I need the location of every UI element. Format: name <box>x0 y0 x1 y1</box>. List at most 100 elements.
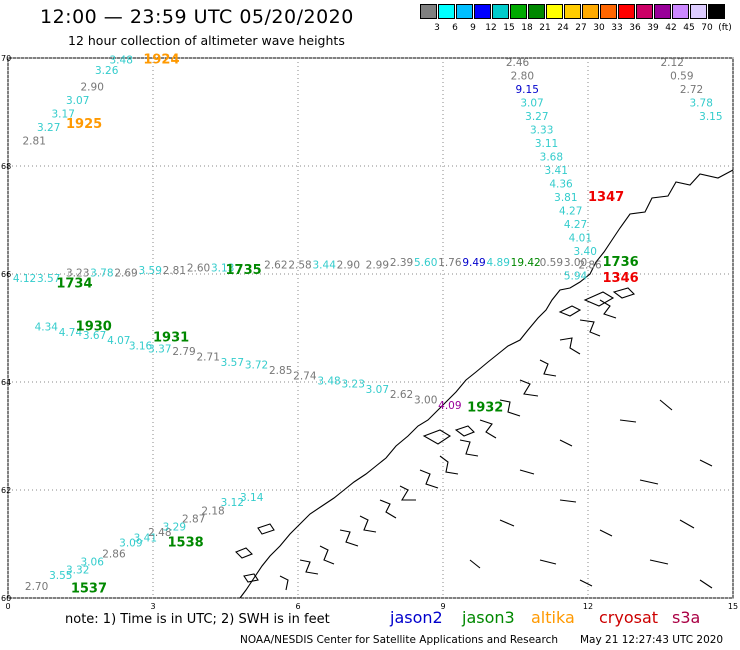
wave-height-value: 3.00 <box>564 257 587 269</box>
legend-swatch <box>582 4 599 19</box>
satellite-name-altika: altika <box>531 608 575 627</box>
wave-height-value: 3.15 <box>699 111 722 123</box>
legend-label: 39 <box>647 23 659 33</box>
legend-label: 27 <box>575 23 587 33</box>
satellite-name-s3a: s3a <box>672 608 701 627</box>
wave-height-value: 2.80 <box>511 71 534 83</box>
pass-time-label: 1736 <box>603 255 639 270</box>
legend-swatch <box>528 4 545 19</box>
norway-coastline <box>235 169 734 599</box>
wave-height-value: 3.59 <box>139 265 162 277</box>
footer-credit: NOAA/NESDIS Center for Satellite Applica… <box>240 634 558 646</box>
wave-height-value: 9.15 <box>516 84 539 96</box>
wave-height-value: 3.40 <box>574 246 597 258</box>
pass-time-label: 1735 <box>226 263 262 278</box>
wave-height-value: 3.27 <box>525 111 548 123</box>
wave-height-value: 0.59 <box>670 71 693 83</box>
legend-label: 24 <box>557 23 569 33</box>
wave-height-value: 3.07 <box>520 98 543 110</box>
wave-height-value: 3.78 <box>90 268 113 280</box>
x-tick-label: 15 <box>728 602 738 611</box>
wave-height-value: 3.17 <box>52 108 75 120</box>
wave-height-value: 3.07 <box>366 384 389 396</box>
wave-height-value: 3.37 <box>148 343 171 355</box>
wave-height-value: 2.71 <box>197 351 220 363</box>
wave-height-value: 4.27 <box>559 206 582 218</box>
observations: 3.483.262.903.073.173.272.81192419252.46… <box>13 52 723 596</box>
wave-height-value: 2.74 <box>293 370 317 382</box>
wave-height-value: 2.18 <box>201 505 224 517</box>
coastline-main <box>239 169 734 599</box>
wave-height-value: 4.89 <box>487 257 510 269</box>
wave-height-value: 2.86 <box>102 549 126 561</box>
wave-height-value: 3.33 <box>530 125 553 137</box>
legend-swatch <box>438 4 455 19</box>
page-subtitle: 12 hour collection of altimeter wave hei… <box>68 33 345 48</box>
wave-height-value: 2.87 <box>182 513 205 525</box>
pass-time-label: 1925 <box>66 117 102 132</box>
wave-height-value: 2.62 <box>264 260 287 272</box>
pass-time-label: 1931 <box>153 331 189 346</box>
legend-label: 36 <box>629 23 641 33</box>
wave-height-value: 3.41 <box>134 532 157 544</box>
pass-time-label: 1537 <box>71 582 107 597</box>
wave-height-value: 3.81 <box>554 192 577 204</box>
wave-height-value: 5.94 <box>564 270 588 282</box>
legend-label: 15 <box>503 23 515 33</box>
pass-time-label: 1538 <box>168 536 204 551</box>
wave-height-value: 3.44 <box>313 260 337 272</box>
wave-height-value: 5.60 <box>414 257 437 269</box>
island-lofoten <box>558 287 636 317</box>
wave-height-value: 2.86 <box>578 260 602 272</box>
legend-swatch <box>672 4 689 19</box>
x-tick-label: 0 <box>5 602 10 611</box>
wave-height-value: 3.14 <box>240 492 264 504</box>
wave-height-value: 4.36 <box>549 179 573 191</box>
wave-height-value: 0.59 <box>540 257 563 269</box>
x-tick-label: 9 <box>440 602 445 611</box>
pass-time-label: 1346 <box>603 271 639 286</box>
wave-height-value: 3.06 <box>81 557 105 569</box>
legend-swatch <box>690 4 707 19</box>
wave-height-value: 3.57 <box>37 273 60 285</box>
wave-height-value: 3.67 <box>83 330 106 342</box>
legend-swatch <box>510 4 527 19</box>
pass-time-label: 1347 <box>588 190 624 205</box>
wave-height-value: 3.11 <box>535 138 558 150</box>
legend-swatch <box>456 4 473 19</box>
legend-label: 12 <box>485 23 497 33</box>
legend-label: 45 <box>683 23 695 33</box>
satellite-name-cryosat: cryosat <box>599 608 659 627</box>
wave-height-value: 2.46 <box>506 57 530 69</box>
wave-height-value: 3.12 <box>221 497 244 509</box>
pass-time-label: 1930 <box>76 320 112 335</box>
legend-swatch <box>654 4 671 19</box>
wave-height-value: 2.62 <box>390 389 413 401</box>
wave-height-value: 3.16 <box>129 341 153 353</box>
y-tick-label: 68 <box>1 162 11 171</box>
legend-label: 6 <box>452 23 458 33</box>
wave-height-value: 3.23 <box>66 268 89 280</box>
wave-height-value: 3.57 <box>221 357 244 369</box>
wave-height-value: 3.72 <box>245 360 268 372</box>
wave-height-value: 3.00 <box>414 395 437 407</box>
pass-time-label: 1734 <box>56 277 92 292</box>
wave-height-value: 3.32 <box>66 565 89 577</box>
footer-note: note: 1) Time is in UTC; 2) SWH is in fe… <box>65 612 330 627</box>
legend-swatch <box>564 4 581 19</box>
footer-timestamp: May 21 12:27:43 UTC 2020 <box>580 634 724 646</box>
lat-lon-grid <box>7 57 734 599</box>
island-coastal <box>235 425 475 583</box>
pass-time-label: 1932 <box>467 401 503 416</box>
legend-label: 30 <box>593 23 605 33</box>
legend-label: 3 <box>434 23 440 33</box>
y-tick-label: 64 <box>1 378 11 387</box>
y-tick-label: 60 <box>1 594 11 603</box>
plot-frame <box>7 57 734 599</box>
wave-height-value: 4.12 <box>13 273 36 285</box>
wave-height-value: 3.13 <box>211 262 234 274</box>
wave-height-value: 2.90 <box>337 260 360 272</box>
x-tick-label: 12 <box>583 602 593 611</box>
wave-height-value: 2.81 <box>163 265 186 277</box>
